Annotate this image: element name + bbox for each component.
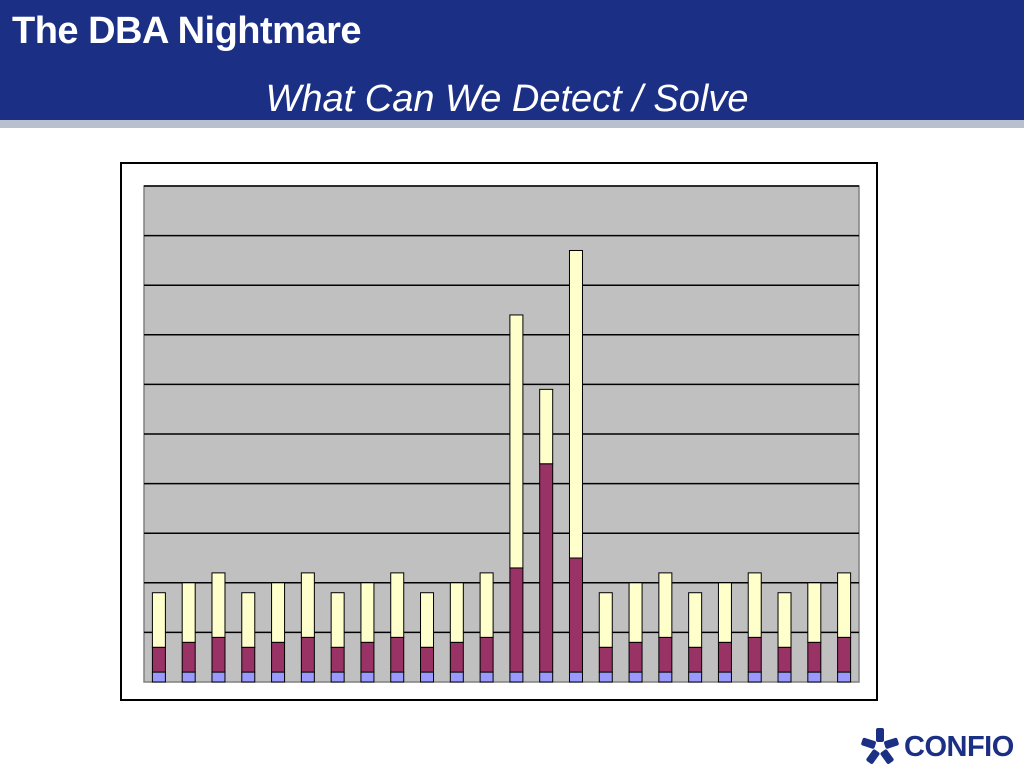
bar-segment (271, 582, 286, 643)
bar-segment (509, 567, 524, 673)
chart-frame (120, 162, 878, 701)
bar-segment (241, 592, 256, 648)
bar-segment (330, 592, 345, 648)
bar-segment (360, 671, 375, 683)
bar-segment (151, 592, 166, 648)
slide-title: The DBA Nightmare (12, 10, 362, 52)
bar-segment (181, 582, 196, 643)
bar-segment (777, 646, 792, 673)
bar-segment (568, 249, 583, 559)
bar-segment (420, 671, 435, 683)
bar-segment (330, 646, 345, 673)
bar-segment (390, 671, 405, 683)
bar-segment (598, 592, 613, 648)
bar-segment (211, 671, 226, 683)
bars (151, 249, 852, 683)
bar-segment (181, 671, 196, 683)
bar-segment (449, 641, 464, 673)
header-divider (0, 120, 1024, 128)
bar-segment (837, 636, 852, 673)
bar-segment (747, 671, 762, 683)
bar-segment (539, 388, 554, 465)
bar-segment (211, 636, 226, 673)
bar-segment (300, 636, 315, 673)
bar-segment (807, 582, 822, 643)
bar-segment (539, 671, 554, 683)
bar-segment (509, 314, 524, 569)
slide-header: The DBA Nightmare What Can We Detect / S… (0, 0, 1024, 120)
bar-segment (628, 641, 643, 673)
bar-segment (241, 646, 256, 673)
bar-segment (151, 671, 166, 683)
bar-segment (151, 646, 166, 673)
stacked-bar-chart (143, 185, 860, 683)
logo-text: CONFIO (904, 731, 1014, 763)
bar-segment (509, 671, 524, 683)
bar-segment (479, 636, 494, 673)
bar-segment (598, 646, 613, 673)
slide-subtitle: What Can We Detect / Solve (265, 78, 749, 120)
bar-segment (628, 582, 643, 643)
bar-segment (300, 671, 315, 683)
bar-segment (658, 572, 673, 638)
bar-segment (479, 572, 494, 638)
bar-segment (568, 557, 583, 673)
bar-segment (628, 671, 643, 683)
bar-segment (271, 671, 286, 683)
bar-segment (717, 641, 732, 673)
bar-segment (568, 671, 583, 683)
bar-segment (211, 572, 226, 638)
bar-segment (837, 671, 852, 683)
bar-segment (360, 641, 375, 673)
gridlines (144, 185, 859, 634)
bar-segment (479, 671, 494, 683)
bar-segment (688, 671, 703, 683)
bar-segment (271, 641, 286, 673)
bar-segment (181, 641, 196, 673)
bar-segment (241, 671, 256, 683)
bar-segment (300, 572, 315, 638)
bar-segment (747, 636, 762, 673)
confio-logo: CONFIO (860, 726, 1024, 768)
bar-segment (807, 641, 822, 673)
bar-segment (360, 582, 375, 643)
bar-segment (688, 646, 703, 673)
bar-segment (390, 572, 405, 638)
bar-segment (449, 671, 464, 683)
bar-segment (420, 646, 435, 673)
bar-segment (837, 572, 852, 638)
bar-segment (688, 592, 703, 648)
bar-segment (777, 671, 792, 683)
bar-segment (777, 592, 792, 648)
bar-segment (807, 671, 822, 683)
bar-segment (658, 636, 673, 673)
confio-star-icon (861, 728, 899, 764)
bar-segment (390, 636, 405, 673)
bar-segment (539, 463, 554, 673)
bar-segment (449, 582, 464, 643)
bar-segment (717, 582, 732, 643)
bar-segment (330, 671, 345, 683)
bar-segment (717, 671, 732, 683)
bar-segment (747, 572, 762, 638)
bar-segment (598, 671, 613, 683)
bar-segment (420, 592, 435, 648)
bar-segment (658, 671, 673, 683)
